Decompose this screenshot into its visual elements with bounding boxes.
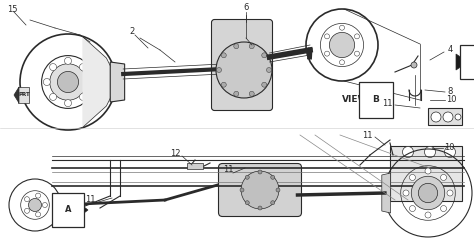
Circle shape [44, 79, 50, 86]
Text: 6: 6 [243, 3, 249, 12]
Text: B: B [473, 58, 474, 66]
Circle shape [431, 112, 441, 122]
Circle shape [50, 64, 86, 100]
Circle shape [266, 67, 272, 72]
Circle shape [234, 91, 239, 96]
Circle shape [221, 53, 226, 58]
Circle shape [402, 147, 413, 157]
Text: B: B [373, 95, 380, 104]
Circle shape [355, 34, 359, 39]
Text: 15: 15 [7, 4, 17, 13]
Polygon shape [14, 87, 19, 103]
Circle shape [221, 82, 226, 87]
Circle shape [411, 176, 445, 210]
Text: 4: 4 [447, 45, 453, 55]
Circle shape [455, 114, 461, 120]
Circle shape [64, 57, 72, 64]
Text: 10: 10 [446, 95, 456, 104]
Circle shape [216, 42, 272, 98]
Circle shape [80, 93, 86, 100]
Circle shape [25, 197, 29, 202]
Circle shape [50, 93, 56, 100]
Circle shape [28, 198, 42, 212]
Circle shape [241, 171, 279, 209]
Circle shape [276, 188, 280, 192]
Text: 2: 2 [129, 27, 135, 35]
Circle shape [325, 34, 329, 39]
Circle shape [249, 44, 254, 49]
Circle shape [403, 190, 409, 196]
Circle shape [425, 212, 431, 218]
Polygon shape [456, 54, 468, 70]
Polygon shape [382, 173, 391, 213]
FancyBboxPatch shape [211, 20, 273, 111]
Circle shape [262, 82, 267, 87]
Circle shape [245, 201, 249, 205]
Circle shape [36, 212, 41, 217]
Circle shape [425, 147, 436, 157]
Circle shape [425, 168, 431, 174]
Text: 11: 11 [382, 98, 392, 107]
Text: VIEW: VIEW [342, 95, 368, 104]
Circle shape [42, 203, 47, 208]
Circle shape [50, 63, 56, 71]
Text: A: A [65, 206, 71, 215]
Text: 10: 10 [444, 144, 454, 153]
Circle shape [258, 206, 262, 210]
Circle shape [325, 51, 329, 56]
Text: 11: 11 [223, 165, 233, 175]
Circle shape [25, 208, 29, 213]
Text: 8: 8 [447, 87, 453, 95]
FancyBboxPatch shape [219, 163, 301, 217]
Circle shape [329, 32, 355, 58]
Circle shape [410, 206, 415, 212]
Circle shape [271, 201, 275, 205]
Circle shape [217, 67, 221, 72]
Circle shape [240, 188, 244, 192]
Circle shape [57, 71, 79, 93]
Text: PRT: PRT [18, 93, 30, 97]
Circle shape [339, 60, 345, 65]
Circle shape [419, 183, 438, 203]
Circle shape [445, 147, 456, 157]
Circle shape [411, 62, 417, 68]
Circle shape [339, 25, 345, 30]
Circle shape [447, 190, 453, 196]
Circle shape [271, 175, 275, 179]
Circle shape [440, 206, 447, 212]
Circle shape [258, 170, 262, 174]
Polygon shape [18, 87, 29, 103]
Circle shape [234, 44, 239, 49]
FancyBboxPatch shape [390, 146, 462, 201]
Circle shape [36, 193, 41, 198]
Polygon shape [428, 108, 462, 125]
Text: 11: 11 [362, 130, 372, 139]
Circle shape [245, 175, 249, 179]
Polygon shape [110, 62, 125, 102]
Circle shape [355, 51, 359, 56]
Circle shape [64, 100, 72, 107]
Circle shape [262, 53, 267, 58]
Circle shape [440, 174, 447, 181]
Polygon shape [187, 163, 203, 169]
Circle shape [410, 174, 415, 181]
Circle shape [86, 79, 92, 86]
Text: 12: 12 [170, 149, 180, 157]
Circle shape [443, 112, 453, 122]
Text: 11: 11 [85, 195, 95, 205]
Circle shape [80, 63, 86, 71]
Polygon shape [76, 201, 88, 219]
Circle shape [249, 91, 254, 96]
Polygon shape [82, 36, 118, 128]
